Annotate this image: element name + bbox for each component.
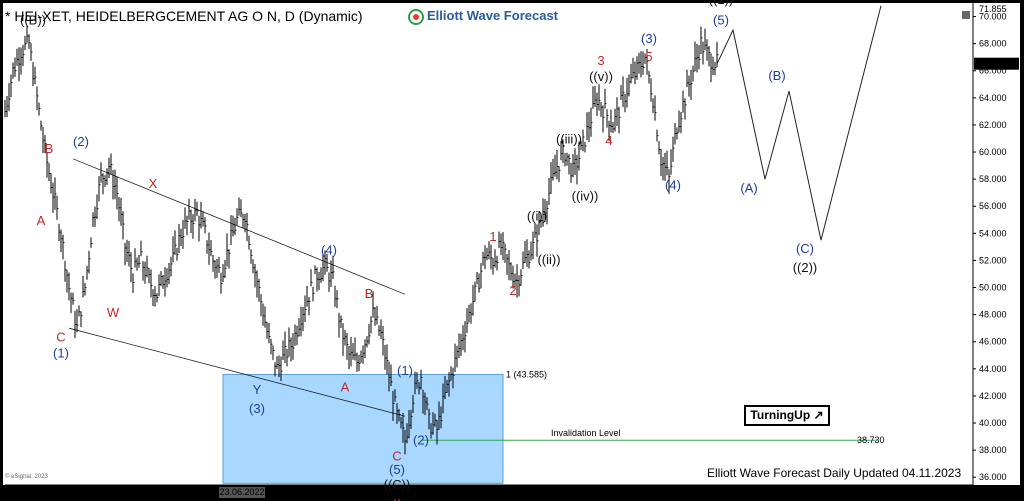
x-tick-label: Mär: [42, 488, 58, 498]
wave-label: ((v)): [589, 69, 613, 84]
wave-label: ((iv)): [572, 188, 599, 203]
wave-label: 4: [605, 133, 612, 148]
x-tick-label: Apr: [689, 488, 703, 498]
y-tick-label: 42.000: [979, 391, 1007, 401]
x-date-chip: [219, 487, 265, 498]
wave-label: ((1)): [709, 0, 734, 7]
y-tick-label: 50.000: [979, 283, 1007, 293]
x-tick-label: Feb: [591, 488, 607, 498]
wave-label: ((ii)): [537, 252, 560, 267]
turningup-badge: TurningUp ↗: [744, 405, 830, 426]
invalidation-label: Invalidation Level: [551, 428, 621, 438]
wave-label: (2): [73, 134, 89, 149]
wave-label: (1): [53, 346, 69, 361]
chart-title: * HEI-XET, HEIDELBERGCEMENT AG O N, D (D…: [5, 8, 363, 24]
x-tick-label: Nov: [441, 488, 458, 498]
y-tick-label: 46.000: [979, 337, 1007, 347]
wave-label: (C): [796, 241, 814, 256]
x-tick-label: Mai: [139, 488, 154, 498]
wave-label: A: [37, 213, 46, 228]
y-tick-label: 36.000: [979, 472, 1007, 482]
wave-label: (1): [397, 363, 413, 378]
y-tick-label: 68.000: [979, 39, 1007, 49]
x-tick-label: Sep: [341, 488, 357, 498]
footer-note: Elliott Wave Forecast Daily Updated 04.1…: [707, 466, 962, 480]
x-tick-label: Jun: [191, 488, 206, 498]
wave-label: (4): [665, 178, 681, 193]
last-price-tag: [974, 57, 1019, 70]
y-tick-label: 66.000: [979, 66, 1007, 76]
wave-label: (3): [641, 31, 657, 46]
y-tick-label: 64.000: [979, 93, 1007, 103]
y-tick-label: 44.000: [979, 364, 1007, 374]
wave-label: ((B)): [20, 12, 46, 27]
wave-label: ((2)): [793, 260, 818, 275]
wave-label: (2): [413, 432, 429, 447]
copyright-note: © eSignal, 2023: [5, 474, 48, 480]
x-tick-label: Jan: [540, 488, 555, 498]
wave-label: A: [341, 379, 350, 394]
y-tick-label: 56.000: [979, 201, 1007, 211]
x-tick-label: Dez: [492, 488, 509, 498]
y-tick-label: 54.000: [979, 228, 1007, 238]
last-price-label: 66.520: [978, 59, 1006, 69]
x-tick-label: 23.06.2022: [219, 487, 264, 497]
y-tick-label: 48.000: [979, 310, 1007, 320]
wave-label: B: [45, 141, 54, 156]
trendline-upper: [72, 158, 406, 295]
wave-label: (5): [389, 462, 405, 477]
wave-label: X: [149, 176, 158, 191]
wave-label: 3: [597, 53, 604, 68]
y-tick-label: 70.000: [979, 12, 1007, 22]
brand-name: Elliott Wave Forecast: [427, 8, 558, 23]
wave-label: ((iii)): [556, 131, 582, 146]
wave-label: W: [107, 305, 120, 320]
wave-label: (4): [321, 243, 337, 258]
wave-label: 5: [645, 49, 652, 64]
x-tick-label: Mär: [637, 488, 653, 498]
y-tick-label: 38.000: [979, 445, 1007, 455]
y-tick-label: 58.000: [979, 174, 1007, 184]
top-price-label: 71.855: [979, 4, 1007, 14]
wave-label: C: [56, 329, 65, 344]
wave-label: Y: [253, 382, 262, 397]
x-tick-label: Apr: [97, 488, 111, 498]
demand-zone: [222, 373, 504, 484]
wave-label: (B): [768, 68, 785, 83]
wave-label: B: [365, 286, 374, 301]
wave-label: ((i)): [527, 209, 547, 224]
x-tick-label: Aug: [288, 488, 304, 498]
wave-label: C: [392, 449, 401, 464]
zone-label: 1 (43.585): [506, 369, 547, 379]
wave-label: II: [393, 496, 400, 501]
wave-label: (A): [740, 180, 757, 195]
x-tick-label: Okt: [391, 488, 406, 498]
y-tick-label: 62.000: [979, 120, 1007, 130]
trendline-lower: [68, 327, 406, 417]
brand-logo: Elliott Wave Forecast: [408, 8, 558, 25]
panel-menu-icon: [962, 11, 970, 19]
brand-mark-icon: [408, 8, 424, 25]
y-tick-label: 60.000: [979, 147, 1007, 157]
wave-label: (3): [249, 401, 265, 416]
invalidation-value: 38.730: [857, 435, 885, 445]
wave-label: 1: [489, 229, 496, 244]
y-tick-label: 40.000: [979, 418, 1007, 428]
wave-label: 2: [509, 283, 516, 298]
projection-path: [716, 5, 882, 241]
y-tick-label: 52.000: [979, 255, 1007, 265]
wave-label: (5): [713, 12, 729, 27]
